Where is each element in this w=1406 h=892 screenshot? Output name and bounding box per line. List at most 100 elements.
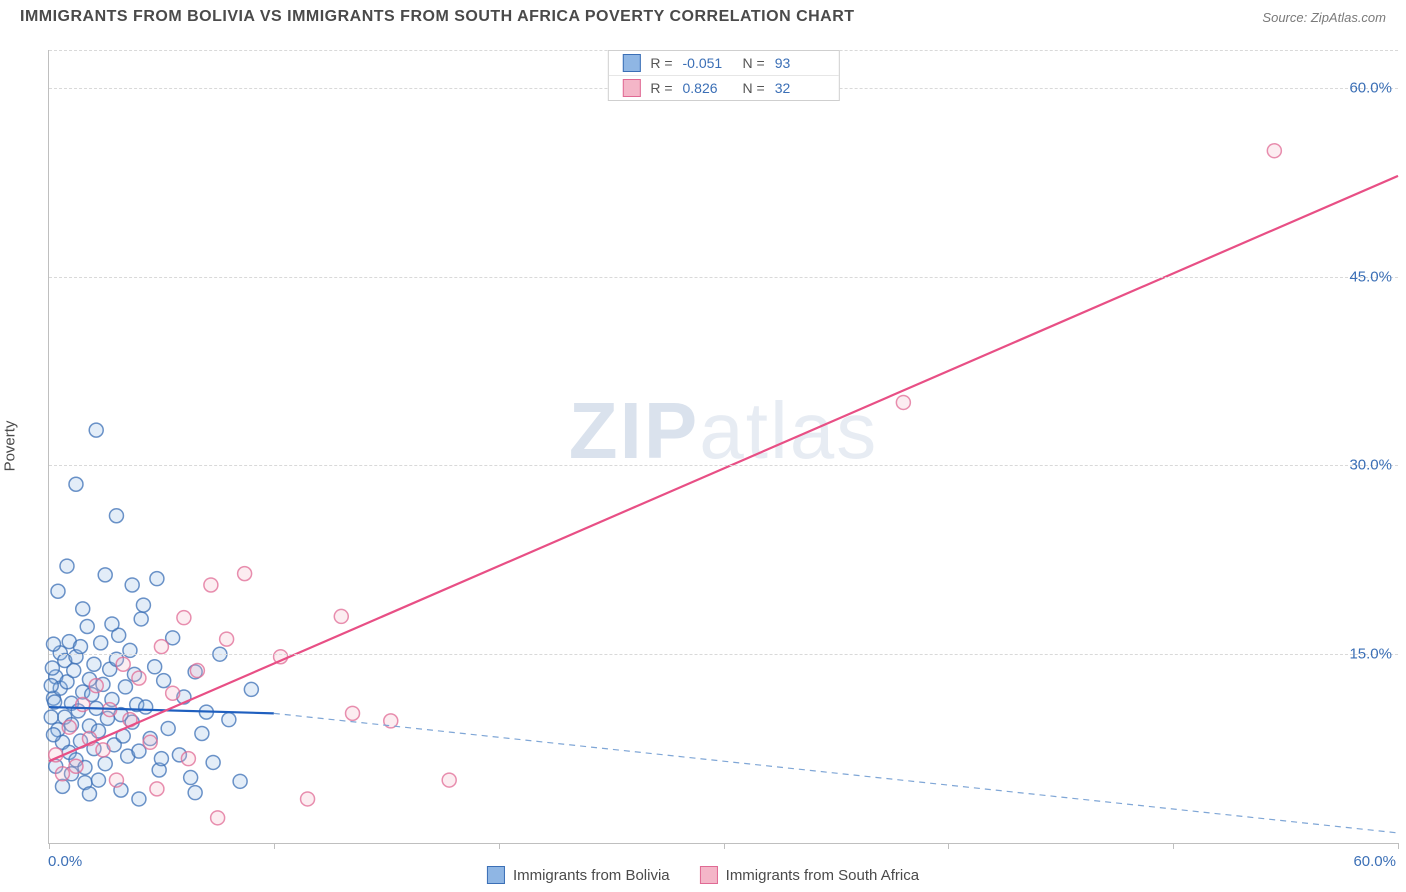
plot-svg <box>49 50 1398 843</box>
data-point <box>134 612 148 626</box>
data-point <box>184 771 198 785</box>
data-point <box>69 477 83 491</box>
data-point <box>1267 144 1281 158</box>
data-point <box>44 710 58 724</box>
legend-label-bolivia: Immigrants from Bolivia <box>513 867 670 884</box>
data-point <box>118 680 132 694</box>
data-point <box>105 617 119 631</box>
grid-line <box>49 654 1398 655</box>
y-tick-label: 15.0% <box>1349 646 1392 663</box>
chart-title: IMMIGRANTS FROM BOLIVIA VS IMMIGRANTS FR… <box>20 8 855 26</box>
data-point <box>204 578 218 592</box>
data-point <box>206 755 220 769</box>
data-point <box>157 674 171 688</box>
data-point <box>80 619 94 633</box>
swatch-bolivia <box>622 54 640 72</box>
swatch-southafrica <box>622 79 640 97</box>
chart-plot-area: ZIPatlas R = -0.051 N = 93 R = 0.826 N =… <box>48 50 1398 844</box>
data-point <box>442 773 456 787</box>
data-point <box>46 637 60 651</box>
legend-item-bolivia: Immigrants from Bolivia <box>487 866 670 884</box>
data-point <box>143 735 157 749</box>
data-point <box>89 423 103 437</box>
data-point <box>76 698 90 712</box>
legend-label-southafrica: Immigrants from South Africa <box>726 867 919 884</box>
x-tick-mark <box>724 843 725 849</box>
source-prefix: Source: <box>1262 10 1307 25</box>
data-point <box>91 773 105 787</box>
data-point <box>44 679 58 693</box>
stat-r-label-1: R = <box>650 80 672 96</box>
legend-item-southafrica: Immigrants from South Africa <box>700 866 919 884</box>
stat-r-value-1: 0.826 <box>683 80 733 96</box>
data-point <box>46 728 60 742</box>
data-point <box>82 787 96 801</box>
y-tick-label: 60.0% <box>1349 79 1392 96</box>
data-point <box>123 643 137 657</box>
data-point <box>136 598 150 612</box>
x-tick-mark <box>499 843 500 849</box>
trend-line <box>274 713 1398 833</box>
data-point <box>76 602 90 616</box>
data-point <box>334 609 348 623</box>
x-tick-label-min: 0.0% <box>48 853 82 870</box>
data-point <box>73 640 87 654</box>
data-point <box>109 773 123 787</box>
data-point <box>161 721 175 735</box>
stats-row-bolivia: R = -0.051 N = 93 <box>608 51 838 75</box>
data-point <box>148 660 162 674</box>
legend-swatch-southafrica <box>700 866 718 884</box>
data-point <box>220 632 234 646</box>
data-point <box>125 578 139 592</box>
data-point <box>177 611 191 625</box>
stat-n-label-0: N = <box>743 55 765 71</box>
x-tick-mark <box>274 843 275 849</box>
data-point <box>60 559 74 573</box>
y-axis-label: Poverty <box>2 421 19 472</box>
source-credit: Source: ZipAtlas.com <box>1262 10 1386 25</box>
grid-line <box>49 465 1398 466</box>
data-point <box>98 568 112 582</box>
data-point <box>96 743 110 757</box>
stats-row-southafrica: R = 0.826 N = 32 <box>608 75 838 100</box>
y-tick-label: 45.0% <box>1349 268 1392 285</box>
stat-n-value-0: 93 <box>775 55 825 71</box>
data-point <box>346 706 360 720</box>
data-point <box>139 700 153 714</box>
data-point <box>188 786 202 800</box>
data-point <box>195 726 209 740</box>
data-point <box>89 679 103 693</box>
legend-swatch-bolivia <box>487 866 505 884</box>
data-point <box>55 767 69 781</box>
data-point <box>132 671 146 685</box>
data-point <box>87 657 101 671</box>
data-point <box>62 720 76 734</box>
data-point <box>181 752 195 766</box>
x-tick-mark <box>1173 843 1174 849</box>
data-point <box>238 567 252 581</box>
source-name: ZipAtlas.com <box>1311 10 1386 25</box>
data-point <box>301 792 315 806</box>
stat-n-label-1: N = <box>743 80 765 96</box>
data-point <box>45 661 59 675</box>
data-point <box>109 509 123 523</box>
stat-r-value-0: -0.051 <box>683 55 733 71</box>
data-point <box>222 713 236 727</box>
x-tick-mark <box>948 843 949 849</box>
x-tick-mark <box>49 843 50 849</box>
series-legend: Immigrants from Bolivia Immigrants from … <box>487 866 919 884</box>
trend-line <box>49 176 1398 761</box>
data-point <box>132 792 146 806</box>
data-point <box>166 686 180 700</box>
data-point <box>190 664 204 678</box>
data-point <box>67 664 81 678</box>
data-point <box>94 636 108 650</box>
data-point <box>154 752 168 766</box>
data-point <box>244 682 258 696</box>
data-point <box>896 395 910 409</box>
y-tick-label: 30.0% <box>1349 457 1392 474</box>
data-point <box>51 584 65 598</box>
data-point <box>150 572 164 586</box>
data-point <box>233 774 247 788</box>
data-point <box>98 757 112 771</box>
